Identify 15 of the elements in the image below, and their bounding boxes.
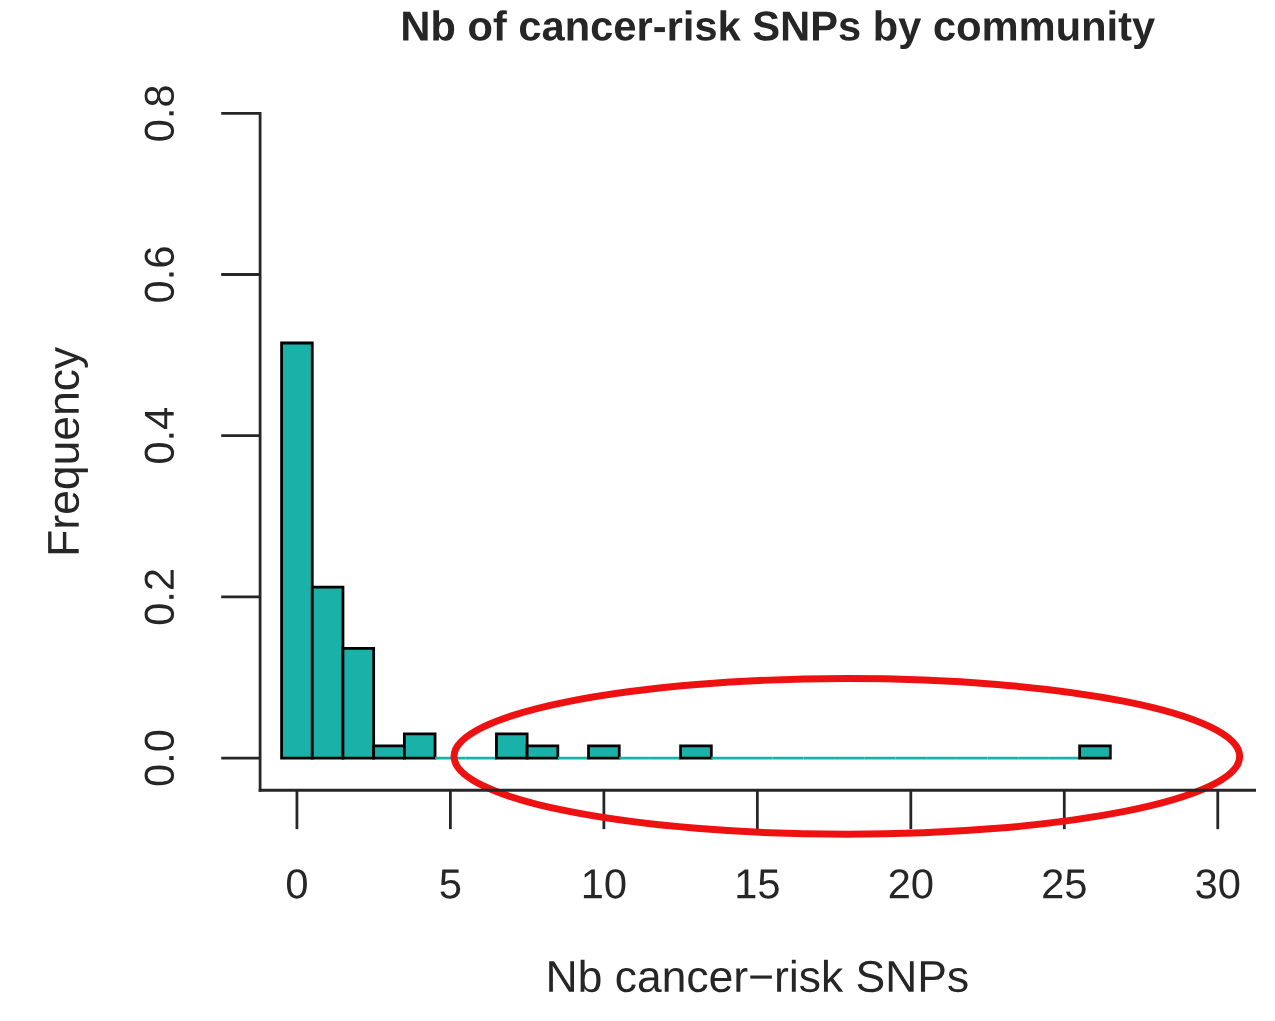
y-tick-label: 0.8 xyxy=(144,86,175,141)
y-axis-title: Frequency xyxy=(48,346,88,554)
x-tick-label: 5 xyxy=(440,869,461,899)
chart-title: Nb of cancer-risk SNPs by community xyxy=(403,10,1155,50)
x-tick-label: 30 xyxy=(1196,869,1240,899)
x-tick-label: 25 xyxy=(1043,869,1086,899)
x-axis-title: Nb cancer−risk SNPs xyxy=(549,959,968,993)
y-tick-label: 0.2 xyxy=(144,569,175,625)
x-tick-label: 10 xyxy=(583,869,626,899)
y-tick-label: 0.0 xyxy=(144,730,175,786)
x-tick-label: 0 xyxy=(286,869,307,899)
y-tick-label: 0.4 xyxy=(144,407,175,464)
x-tick-label: 20 xyxy=(889,869,933,899)
y-tick-label: 0.6 xyxy=(144,247,175,302)
x-tick-label: 15 xyxy=(737,869,779,899)
